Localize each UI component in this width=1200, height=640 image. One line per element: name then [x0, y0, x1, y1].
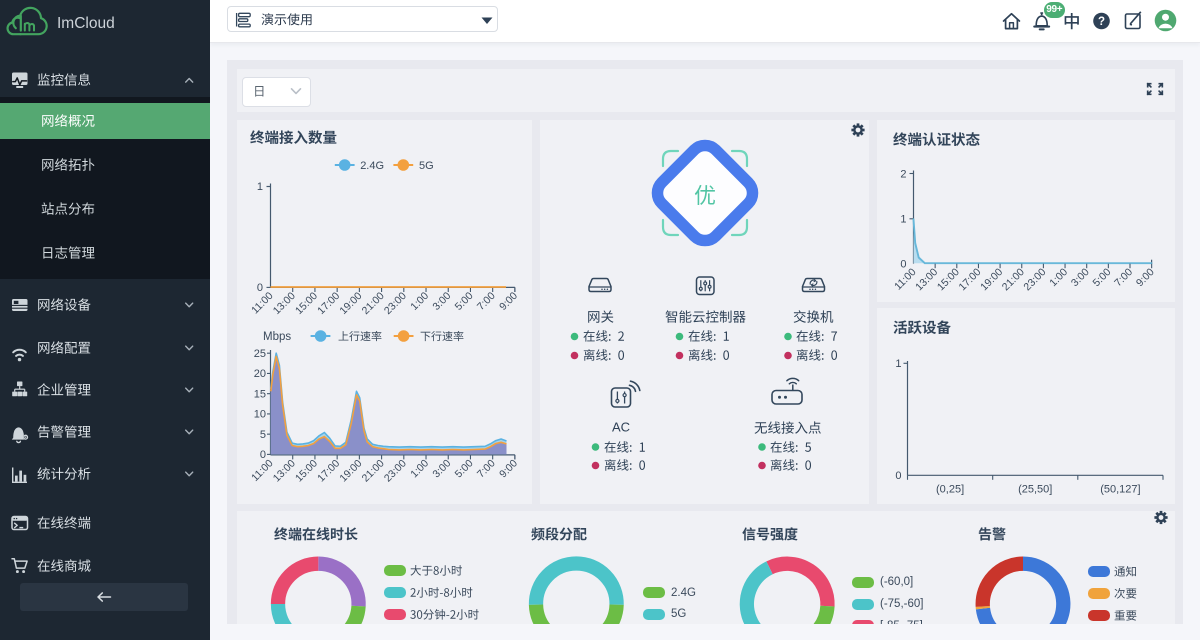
svg-text:5: 5	[260, 429, 266, 441]
svg-text:21:00: 21:00	[360, 457, 387, 484]
svg-text:17:00: 17:00	[957, 266, 984, 293]
svg-text:1: 1	[900, 214, 906, 226]
svg-text:11:00: 11:00	[249, 290, 276, 317]
svg-text:7:00: 7:00	[1112, 266, 1135, 289]
svg-text:1: 1	[257, 181, 263, 193]
svg-text:15:00: 15:00	[293, 290, 320, 317]
svg-text:3:00: 3:00	[430, 290, 453, 313]
svg-text:5G: 5G	[419, 160, 434, 172]
svg-text:13:00: 13:00	[271, 457, 298, 484]
svg-text:15:00: 15:00	[935, 266, 962, 293]
svg-text:1:00: 1:00	[408, 457, 431, 480]
svg-text:17:00: 17:00	[315, 290, 342, 317]
svg-text:15:00: 15:00	[293, 457, 320, 484]
svg-text:0: 0	[257, 282, 263, 294]
svg-text:13:00: 13:00	[913, 266, 940, 293]
svg-text:3:00: 3:00	[1069, 266, 1092, 289]
svg-text:23:00: 23:00	[382, 457, 409, 484]
svg-text:(50,127]: (50,127]	[1100, 483, 1140, 495]
svg-text:9:00: 9:00	[497, 457, 520, 480]
svg-text:13:00: 13:00	[271, 290, 298, 317]
svg-text:5:00: 5:00	[453, 457, 476, 480]
svg-text:(25,50]: (25,50]	[1018, 483, 1052, 495]
svg-text:7:00: 7:00	[475, 457, 498, 480]
svg-text:19:00: 19:00	[337, 457, 364, 484]
svg-text:21:00: 21:00	[360, 290, 387, 317]
svg-text:20: 20	[254, 368, 266, 380]
svg-text:0: 0	[900, 258, 906, 270]
svg-text:Mbps: Mbps	[263, 331, 291, 343]
svg-text:(0,25]: (0,25]	[936, 483, 964, 495]
svg-text:2.4G: 2.4G	[360, 160, 384, 172]
svg-text:0: 0	[895, 470, 901, 482]
svg-text:25: 25	[254, 348, 266, 360]
svg-text:7:00: 7:00	[475, 290, 498, 313]
svg-text:9:00: 9:00	[1134, 266, 1157, 289]
svg-text:3:00: 3:00	[430, 457, 453, 480]
svg-text:1:00: 1:00	[408, 290, 431, 313]
svg-text:9:00: 9:00	[497, 290, 520, 313]
svg-text:21:00: 21:00	[1000, 266, 1027, 293]
svg-text:10: 10	[254, 409, 266, 421]
svg-text:11:00: 11:00	[249, 457, 276, 484]
svg-text:15: 15	[254, 388, 266, 400]
svg-text:5:00: 5:00	[1091, 266, 1114, 289]
svg-text:17:00: 17:00	[315, 457, 342, 484]
svg-text:5:00: 5:00	[453, 290, 476, 313]
svg-text:23:00: 23:00	[1021, 266, 1048, 293]
svg-text:11:00: 11:00	[892, 266, 919, 293]
svg-text:23:00: 23:00	[382, 290, 409, 317]
svg-text:2: 2	[900, 168, 906, 180]
svg-text:1:00: 1:00	[1047, 266, 1070, 289]
svg-text:1: 1	[895, 358, 901, 370]
svg-text:19:00: 19:00	[337, 290, 364, 317]
svg-text:0: 0	[260, 449, 266, 461]
svg-text:?: ?	[1098, 16, 1105, 28]
svg-text:19:00: 19:00	[978, 266, 1005, 293]
